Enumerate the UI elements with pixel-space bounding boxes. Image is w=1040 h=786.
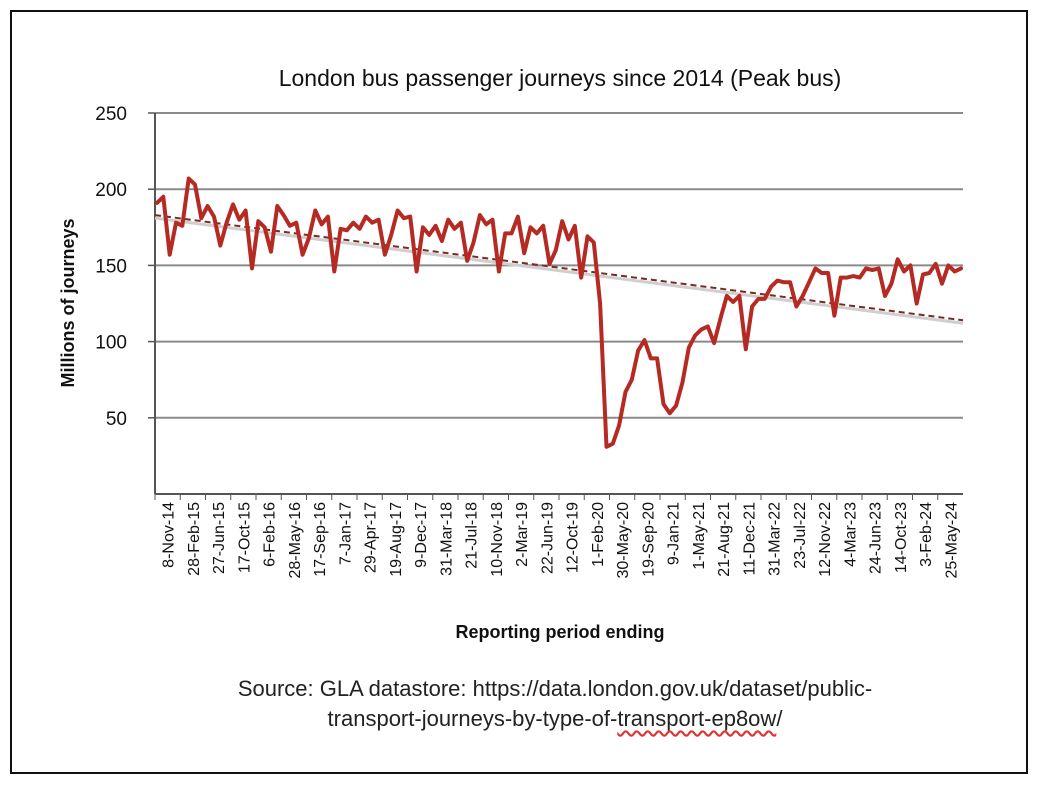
y-tick-label: 150 <box>95 256 127 277</box>
x-tick-label: 9-Dec-17 <box>413 502 430 568</box>
x-tick-label: 1-Feb-20 <box>590 502 607 567</box>
x-tick-label: 17-Oct-15 <box>236 502 253 573</box>
x-tick-label: 25-May-24 <box>943 502 960 579</box>
data-series <box>155 176 963 449</box>
x-axis-label: Reporting period ending <box>456 622 665 642</box>
x-tick-label: 12-Nov-22 <box>817 502 834 577</box>
trend-shadow <box>154 216 964 325</box>
x-tick-label: 24-Jun-23 <box>868 502 885 574</box>
grid-lines <box>155 112 963 419</box>
x-tick-label: 1-May-21 <box>691 502 708 570</box>
x-tick-label: 14-Oct-23 <box>893 502 910 573</box>
x-tick-label: 31-Mar-18 <box>438 502 455 576</box>
x-tick-label: 4-Mar-23 <box>842 502 859 567</box>
x-tick-label: 8-Nov-14 <box>161 502 178 568</box>
series-line-peak-bus <box>155 176 963 449</box>
y-axis-ticks: 50 100 150 200 250 <box>95 104 155 430</box>
x-tick-label: 22-Jun-19 <box>539 502 556 574</box>
chart-frame <box>10 10 1028 774</box>
x-tick-label: 7-Jan-17 <box>337 502 354 565</box>
x-tick-label: 11-Dec-21 <box>741 502 758 576</box>
x-tick-label: 17-Sep-16 <box>312 502 329 577</box>
x-tick-label: 19-Aug-17 <box>388 502 405 577</box>
x-tick-label: 23-Jul-22 <box>792 502 809 569</box>
x-tick-label: 30-May-20 <box>615 502 632 579</box>
y-tick-label: 250 <box>95 104 127 125</box>
x-tick-label: 29-Apr-17 <box>363 502 380 573</box>
source-line-2-part-c: / <box>776 706 783 731</box>
trend-line <box>154 214 964 325</box>
x-tick-label: 12-Oct-19 <box>565 502 582 573</box>
source-line-2: transport-journeys-by-type-of-transport-… <box>35 706 1040 732</box>
x-tick-label: 19-Sep-20 <box>640 502 657 577</box>
x-tick-label: 6-Feb-16 <box>262 502 279 567</box>
x-tick-label: 10-Nov-18 <box>489 502 506 577</box>
chart-title: London bus passenger journeys since 2014… <box>279 65 842 91</box>
trend-line-dashed <box>154 214 964 322</box>
y-tick-label: 100 <box>95 333 127 354</box>
y-tick-label: 200 <box>95 180 127 201</box>
x-tick-label: 2-Mar-19 <box>514 502 531 567</box>
x-axis-ticks: 8-Nov-14 28-Feb-15 27-Jun-15 17-Oct-15 6-Feb… <box>154 494 960 579</box>
source-line-2-part-a: transport-journeys-by-type-of- <box>327 706 618 731</box>
y-axis-label: Millions of journeys <box>58 218 78 387</box>
x-tick-label: 28-May-16 <box>287 502 304 579</box>
x-tick-label: 28-Feb-15 <box>186 502 203 576</box>
x-tick-label: 21-Jul-18 <box>464 502 481 569</box>
source-line-2-link[interactable]: transport-ep8ow <box>617 706 777 731</box>
x-tick-label: 31-Mar-22 <box>767 502 784 576</box>
x-tick-label: 21-Aug-21 <box>716 502 733 577</box>
x-tick-label: 3-Feb-24 <box>918 502 935 567</box>
source-line-1: Source: GLA datastore: https://data.lond… <box>237 676 873 701</box>
x-tick-label: 9-Jan-21 <box>666 502 683 565</box>
x-tick-label: 27-Jun-15 <box>211 502 228 574</box>
y-tick-label: 50 <box>106 409 127 430</box>
